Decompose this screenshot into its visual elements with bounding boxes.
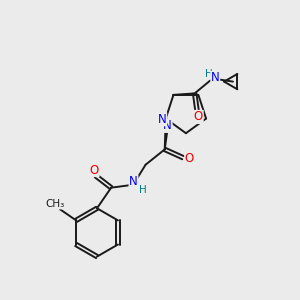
Text: O: O bbox=[185, 152, 194, 165]
Text: CH₃: CH₃ bbox=[45, 199, 64, 209]
Text: N: N bbox=[158, 113, 167, 126]
Text: H: H bbox=[205, 69, 213, 79]
Text: O: O bbox=[90, 164, 99, 176]
Text: N: N bbox=[211, 71, 220, 84]
Text: N: N bbox=[129, 175, 138, 188]
Text: H: H bbox=[139, 185, 146, 195]
Text: O: O bbox=[194, 110, 203, 123]
Text: N: N bbox=[163, 119, 172, 132]
